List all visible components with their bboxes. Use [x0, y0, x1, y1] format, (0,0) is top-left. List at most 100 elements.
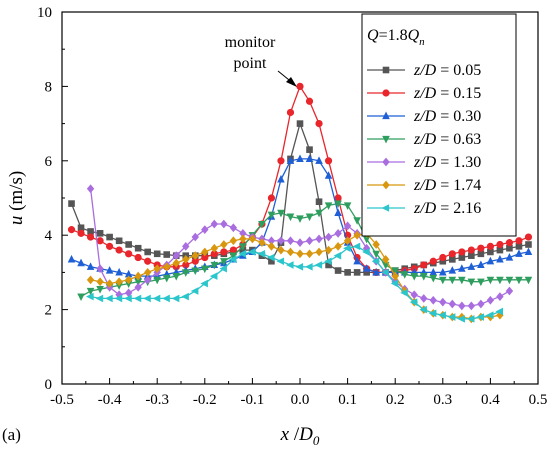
data-point — [324, 171, 333, 179]
data-point — [381, 268, 389, 277]
data-point — [457, 315, 465, 323]
x-tick-label: -0.5 — [50, 392, 74, 408]
data-point — [324, 257, 332, 266]
data-point — [315, 234, 323, 244]
x-axis-denominator: D — [298, 424, 313, 445]
data-point — [429, 274, 438, 283]
data-point — [124, 275, 133, 285]
data-point — [371, 257, 380, 266]
series-layer — [67, 82, 533, 324]
data-point — [96, 237, 104, 245]
data-point — [486, 242, 495, 250]
legend-entry: z/D = 1.74 — [367, 177, 481, 194]
data-point — [486, 295, 495, 305]
data-point — [163, 262, 171, 272]
data-point — [420, 294, 428, 303]
data-point — [390, 279, 399, 288]
data-point — [182, 255, 190, 264]
data-point — [134, 244, 142, 252]
x-axis-subscript: 0 — [313, 433, 320, 448]
data-point — [362, 248, 370, 256]
legend-label-var: z/D — [413, 177, 437, 194]
data-point — [277, 209, 285, 218]
data-point — [439, 253, 447, 262]
data-point — [171, 294, 180, 303]
data-point — [315, 119, 323, 128]
data-point — [286, 247, 295, 257]
data-point — [96, 277, 104, 287]
data-point — [258, 220, 266, 229]
data-point — [144, 248, 151, 256]
data-point — [448, 250, 456, 258]
x-tick-label: 0.3 — [433, 392, 452, 408]
data-point — [220, 258, 228, 266]
legend-marker — [382, 180, 390, 190]
data-point — [477, 299, 485, 309]
data-point — [439, 267, 447, 276]
data-point — [458, 301, 466, 311]
data-point — [305, 97, 314, 105]
data-point — [239, 234, 247, 244]
series-5 — [86, 228, 504, 324]
data-point — [448, 266, 457, 274]
legend-entries: z/D = 0.05z/D = 0.15z/D = 0.30z/D = 0.63… — [367, 62, 481, 217]
data-point — [67, 254, 76, 263]
data-point — [258, 238, 266, 248]
data-point — [220, 240, 228, 249]
data-point — [96, 264, 104, 274]
data-point — [276, 257, 285, 266]
data-point — [106, 233, 113, 241]
data-point — [352, 242, 361, 251]
data-point — [400, 289, 408, 297]
data-point — [353, 217, 361, 225]
data-point — [314, 261, 323, 269]
data-point — [324, 245, 333, 255]
data-point — [247, 248, 256, 256]
data-point — [466, 315, 475, 323]
legend-entry: z/D = 2.16 — [367, 200, 481, 217]
data-point — [229, 223, 238, 233]
data-point — [467, 262, 476, 270]
data-point — [286, 156, 295, 164]
data-point — [409, 298, 418, 306]
data-point — [191, 232, 199, 242]
data-point — [296, 120, 304, 127]
legend: Q=1.8Qn z/D = 0.05z/D = 0.15z/D = 0.30z/… — [361, 13, 517, 237]
legend-label: z/D = 1.30 — [413, 154, 481, 171]
annotation-line: point — [234, 55, 267, 72]
data-point — [372, 240, 380, 249]
data-point — [296, 82, 304, 90]
data-point — [105, 279, 114, 288]
data-point — [67, 226, 76, 234]
data-point — [525, 241, 532, 248]
data-point — [305, 213, 314, 222]
data-point — [105, 266, 114, 274]
data-point — [333, 251, 342, 260]
legend-marker — [382, 66, 390, 74]
y-tick-label: 0 — [45, 377, 53, 393]
data-point — [125, 250, 133, 258]
data-point — [524, 247, 533, 256]
data-point — [124, 294, 132, 303]
data-point — [191, 251, 199, 261]
data-point — [458, 248, 466, 256]
legend-header-eq: =1.8 — [379, 27, 408, 44]
data-point — [153, 264, 161, 274]
x-tick-label: -0.3 — [145, 392, 169, 408]
data-point — [306, 146, 313, 153]
data-point — [229, 246, 237, 254]
data-point — [334, 241, 342, 251]
legend-label: z/D = 2.16 — [413, 200, 481, 217]
legend-label-var: z/D — [413, 62, 437, 79]
data-point — [343, 236, 352, 246]
data-point — [419, 273, 428, 281]
data-point — [190, 287, 199, 295]
data-point — [315, 209, 323, 218]
data-point — [477, 260, 485, 269]
data-point — [143, 275, 152, 285]
data-point — [305, 154, 314, 163]
data-point — [372, 250, 380, 259]
data-point — [305, 263, 313, 271]
y-tick-label: 6 — [45, 154, 53, 170]
data-point — [115, 246, 123, 254]
